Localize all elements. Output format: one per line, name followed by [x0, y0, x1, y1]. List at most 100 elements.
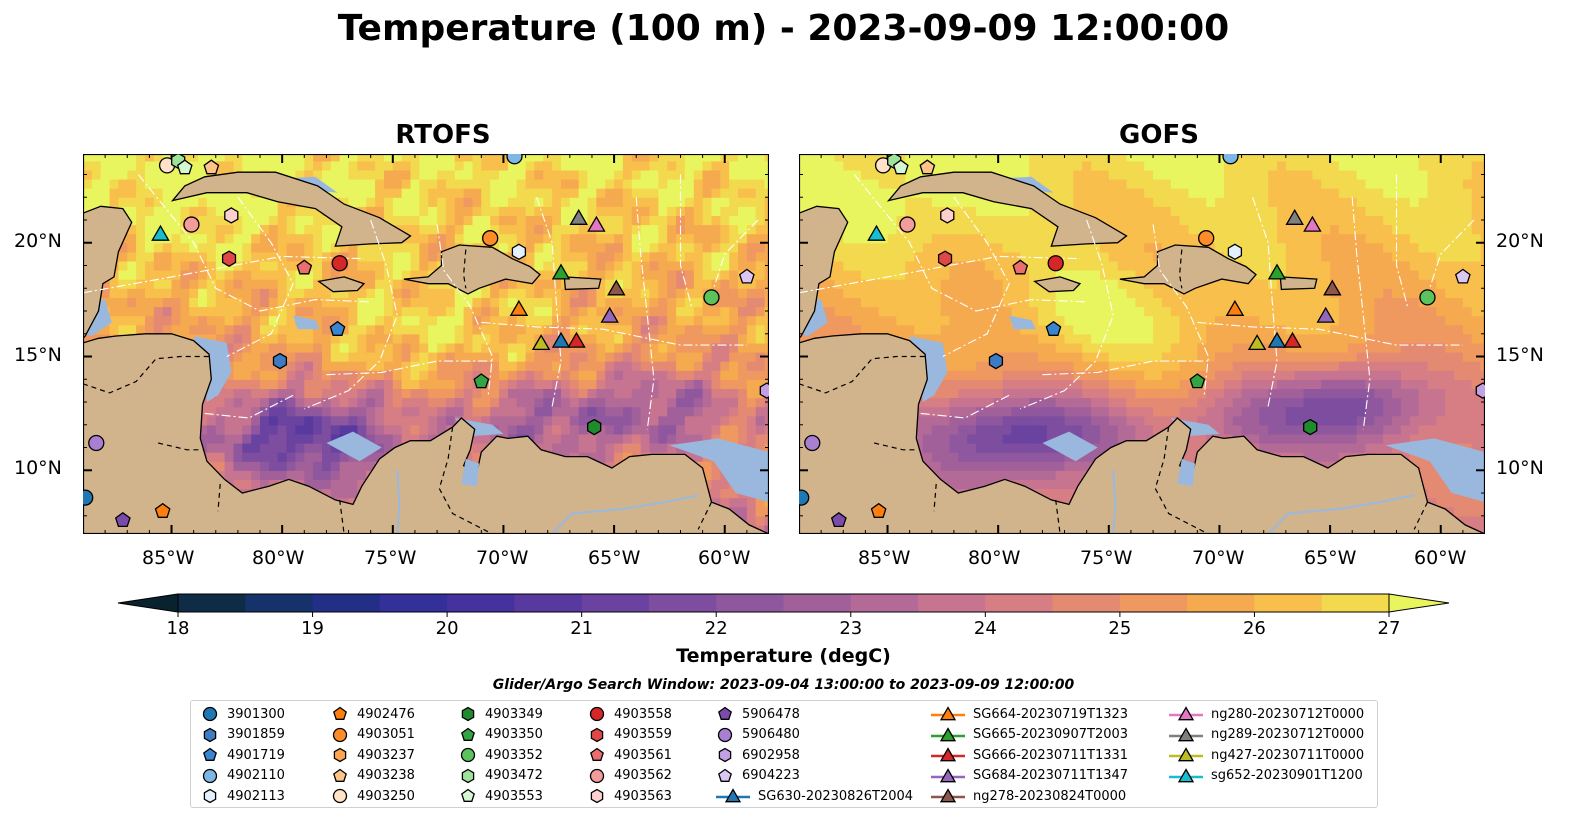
- colorbar-tick-label: 24: [973, 618, 997, 639]
- eez-boundary: [942, 196, 1010, 357]
- lon-label: 60°W: [1414, 547, 1467, 569]
- platform-marker: [1247, 334, 1267, 351]
- legend-marker-icon: [461, 789, 475, 803]
- search-window-text: Glider/Argo Search Window: 2023-09-04 13…: [492, 677, 1075, 693]
- legend-marker: [717, 727, 733, 742]
- legend-label: 5906478: [742, 706, 800, 722]
- figure-title: Temperature (100 m) - 2023-09-09 12:00:0…: [337, 8, 1230, 49]
- legend-item: ng278-20230824T0000: [931, 786, 1126, 806]
- legend-marker-icon: [203, 747, 217, 762]
- legend-label: 4903562: [614, 768, 672, 784]
- map-panel-gofs: GOFS: [799, 120, 1519, 560]
- colorbar-tick-label: 23: [839, 618, 863, 639]
- land-jamaica: [1033, 276, 1082, 293]
- legend-marker-icon: [460, 748, 476, 763]
- legend-item: 6904223: [716, 766, 800, 786]
- legend-marker: [461, 727, 475, 741]
- eez-boundary: [1429, 219, 1475, 289]
- lat-label: 10°N: [1496, 457, 1544, 479]
- legend-item: 4903238: [331, 766, 415, 786]
- legend-label: 3901300: [227, 706, 285, 722]
- legend-label: 4902476: [357, 706, 415, 722]
- platform-marker: [221, 250, 237, 267]
- country-border: [933, 483, 937, 512]
- colorbar-label: Temperature (degC): [676, 645, 891, 667]
- lon-label: 85°W: [858, 547, 911, 569]
- legend-label: 4903237: [357, 747, 415, 763]
- legend-marker-icon: [333, 747, 347, 763]
- platform-markers: [83, 154, 769, 528]
- legend-marker-icon: [202, 706, 218, 722]
- legend-label: 5906480: [742, 727, 800, 743]
- legend-marker: [724, 788, 742, 803]
- platform-legend: 3901300 3901859 4901719 4902110 4902113 49024…: [190, 700, 1378, 808]
- eez-boundary: [1351, 197, 1371, 430]
- lat-label: 20°N: [1496, 230, 1544, 252]
- lon-label: 80°W: [968, 547, 1021, 569]
- legend-label: 6904223: [742, 768, 800, 784]
- legend-marker: [1177, 706, 1195, 721]
- legend-item: 4903237: [331, 745, 415, 765]
- colorbar-tick-label: 20: [435, 618, 459, 639]
- legend-marker-icon: [332, 789, 348, 804]
- platform-marker: [569, 208, 588, 225]
- legend-marker-icon: [931, 726, 965, 741]
- colorbar-tick-label: 22: [704, 618, 728, 639]
- map-canvas[interactable]: [799, 154, 1485, 534]
- country-border: [158, 442, 203, 451]
- platform-marker: [1283, 331, 1302, 348]
- legend-item: 4903559: [588, 725, 672, 745]
- legend-marker: [718, 747, 732, 763]
- legend-marker: [1177, 767, 1195, 783]
- legend-marker-icon: [461, 768, 475, 784]
- lon-label: 75°W: [1080, 547, 1133, 569]
- platform-marker: [176, 159, 193, 175]
- legend-label: 4901719: [227, 747, 285, 763]
- legend-marker-icon: [590, 727, 604, 742]
- legend-marker: [461, 706, 475, 722]
- colorbar-segment: [1052, 594, 1121, 612]
- map-canvas[interactable]: [83, 154, 769, 534]
- legend-item: sg652-20230901T1200: [1169, 766, 1363, 786]
- platform-marker: [1267, 331, 1287, 348]
- platform-marker: [1227, 243, 1243, 261]
- colorbar-segment: [918, 594, 986, 612]
- platform-marker: [203, 159, 220, 175]
- platform-marker: [799, 489, 810, 506]
- lon-label: 85°W: [142, 547, 195, 569]
- legend-marker: [333, 747, 347, 763]
- legend-marker: [332, 789, 348, 804]
- colorbar-segment: [514, 594, 583, 612]
- platform-marker: [587, 418, 602, 436]
- legend-marker: [1177, 726, 1195, 741]
- legend-label: ng427-20230711T0000: [1211, 747, 1365, 763]
- legend-label: sg652-20230901T1200: [1211, 768, 1363, 784]
- eez-boundary: [799, 255, 1081, 294]
- colorbar-segment: [648, 594, 717, 612]
- legend-marker-icon: [718, 768, 732, 782]
- legend-label: 6902958: [742, 747, 800, 763]
- map-frame: [83, 154, 769, 534]
- legend-item: SG630-20230826T2004: [716, 786, 913, 806]
- shelf-patch: [1385, 438, 1485, 503]
- legend-marker-icon: [718, 747, 732, 763]
- eez-boundary: [137, 174, 371, 312]
- legend-item: SG665-20230907T2003: [931, 725, 1128, 745]
- colorbar-segment: [985, 594, 1054, 612]
- colorbar-segment: [312, 594, 381, 612]
- legend-marker-icon: [1169, 726, 1203, 741]
- colorbar-tick-label: 19: [301, 618, 324, 639]
- platform-marker: [738, 268, 755, 284]
- legend-item: 3901859: [201, 725, 285, 745]
- legend-item: ng289-20230712T0000: [1169, 725, 1364, 745]
- legend-item: 4902110: [201, 766, 285, 786]
- legend-label: 4903553: [485, 788, 543, 804]
- legend-marker-icon: [716, 788, 750, 803]
- colorbar-segment: [716, 594, 784, 612]
- map-panel-rtofs: RTOFS: [83, 120, 803, 560]
- river: [396, 470, 401, 534]
- colorbar-frame: [177, 593, 1390, 613]
- platform-marker: [892, 159, 909, 175]
- legend-marker: [718, 706, 732, 720]
- platform-marker: [114, 511, 131, 528]
